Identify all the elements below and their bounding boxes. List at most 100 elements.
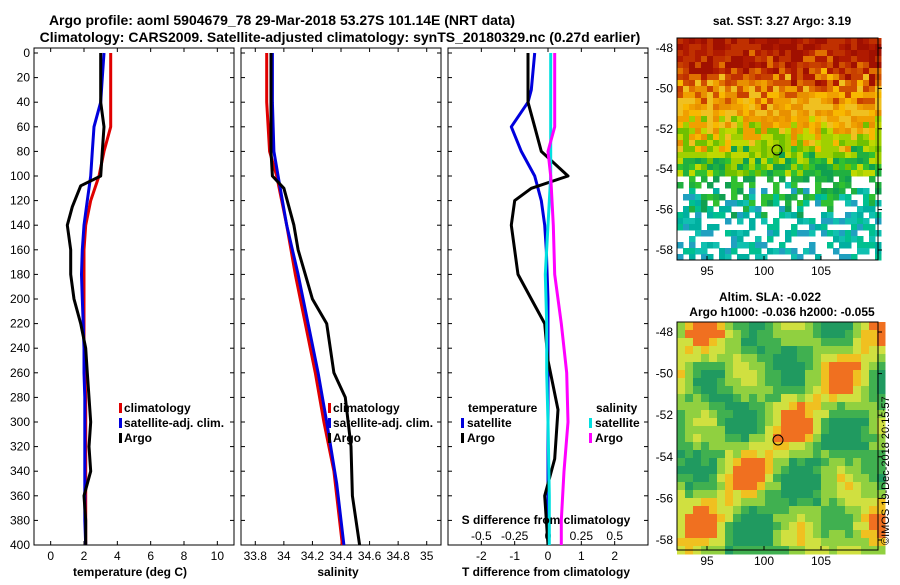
map-cell xyxy=(741,402,750,411)
map-cell xyxy=(695,56,702,63)
map-cell xyxy=(773,346,782,355)
map-cell xyxy=(851,170,858,177)
map-cell xyxy=(773,466,782,475)
map-cell xyxy=(677,152,684,159)
map-cell xyxy=(805,418,814,427)
map-cell xyxy=(767,86,774,93)
map-cell xyxy=(789,362,798,371)
map-cell xyxy=(815,170,822,177)
map-cell xyxy=(797,74,804,81)
map-cell xyxy=(813,426,822,435)
map-cell xyxy=(713,122,720,129)
map-cell xyxy=(731,242,738,249)
map-cell xyxy=(837,394,846,403)
map-cell xyxy=(805,538,814,547)
map-cell xyxy=(713,128,720,135)
map-cell xyxy=(857,188,864,195)
map-cell xyxy=(863,62,870,69)
map-cell xyxy=(803,98,810,105)
map-cell xyxy=(757,506,766,515)
map-cell xyxy=(845,458,854,467)
map-cell xyxy=(809,110,816,117)
map-cell xyxy=(853,330,862,339)
map-cell xyxy=(683,128,690,135)
map-cell xyxy=(781,402,790,411)
map-y-tick-label: -50 xyxy=(656,367,674,381)
map-cell xyxy=(813,362,822,371)
map-cell xyxy=(863,86,870,93)
map-cell xyxy=(839,140,846,147)
map-cell xyxy=(861,482,870,491)
map-cell xyxy=(805,514,814,523)
map-cell xyxy=(869,506,878,515)
map-cell xyxy=(773,498,782,507)
map-cell xyxy=(719,122,726,129)
legend-satellite-adj: satellite-adj. clim. xyxy=(124,416,224,430)
map-cell xyxy=(821,498,830,507)
map-cell xyxy=(695,248,702,255)
map-cell xyxy=(693,322,702,331)
map-cell xyxy=(833,236,840,243)
map-cell xyxy=(689,50,696,57)
map-cell xyxy=(725,68,732,75)
map-cell xyxy=(767,50,774,57)
map-cell xyxy=(803,146,810,153)
map-cell xyxy=(733,514,742,523)
map-cell xyxy=(733,530,742,539)
map-cell xyxy=(749,104,756,111)
map-cell xyxy=(779,140,786,147)
map-cell xyxy=(695,44,702,51)
map-cell xyxy=(809,218,816,225)
map-cell xyxy=(773,92,780,99)
map-cell xyxy=(805,354,814,363)
map-cell xyxy=(741,466,750,475)
map-cell xyxy=(685,378,694,387)
map-cell xyxy=(713,140,720,147)
map-cell xyxy=(785,50,792,57)
map-cell xyxy=(781,474,790,483)
map-cell xyxy=(853,506,862,515)
map-cell xyxy=(813,506,822,515)
map-cell xyxy=(845,338,854,347)
map-y-tick-label: -48 xyxy=(656,41,674,55)
map-cell xyxy=(797,212,804,219)
map-cell xyxy=(693,394,702,403)
series-line-salinity-satellite xyxy=(543,53,553,545)
map-cell xyxy=(797,514,806,523)
map-cell xyxy=(863,170,870,177)
map-cell xyxy=(805,346,814,355)
map-cell xyxy=(701,176,708,183)
map-cell xyxy=(689,152,696,159)
map-cell xyxy=(719,194,726,201)
depth-tick-label: 0 xyxy=(23,46,30,60)
map-cell xyxy=(717,378,726,387)
map-cell xyxy=(773,458,782,467)
map-cell xyxy=(851,254,858,261)
map-cell xyxy=(853,386,862,395)
map-cell xyxy=(845,254,852,261)
map-cell xyxy=(749,44,756,51)
map-cell xyxy=(853,442,862,451)
map-cell xyxy=(869,378,878,387)
map-cell xyxy=(717,322,726,331)
map-cell xyxy=(839,110,846,117)
map-cell xyxy=(857,128,864,135)
map-cell xyxy=(851,236,858,243)
map-cell xyxy=(741,530,750,539)
map-cell xyxy=(693,530,702,539)
map-cell xyxy=(725,394,734,403)
map-cell xyxy=(737,254,744,261)
map-cell xyxy=(731,44,738,51)
map-cell xyxy=(767,68,774,75)
map-cell xyxy=(765,466,774,475)
map-cell xyxy=(743,44,750,51)
map-cell xyxy=(717,426,726,435)
map-cell xyxy=(789,426,798,435)
map-cell xyxy=(701,44,708,51)
map-cell xyxy=(685,458,694,467)
map-cell xyxy=(863,50,870,57)
map-cell xyxy=(821,346,830,355)
map-cell xyxy=(713,86,720,93)
map-cell xyxy=(869,134,876,141)
map-cell xyxy=(869,92,876,99)
